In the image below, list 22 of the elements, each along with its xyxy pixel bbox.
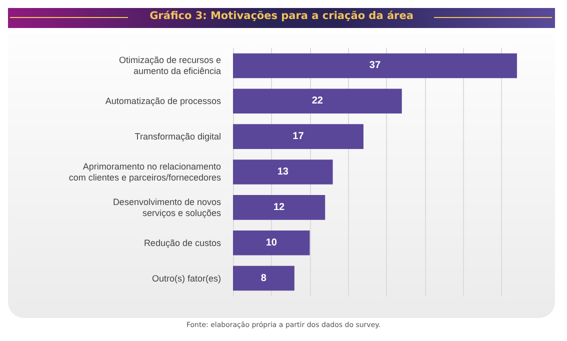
y-tick-label: Desenvolvimento de novos serviços e soluções — [112, 196, 222, 218]
y-tick-label: Transformação digital — [134, 132, 221, 142]
y-tick-label: Redução de custos — [144, 238, 222, 248]
y-tick-label: Otimização de recursos e aumento da eficiência — [118, 55, 221, 76]
y-tick-label: Aprimoramento no relacionamento com clientes e parceiros/fornecedores — [68, 162, 222, 182]
bar — [233, 230, 310, 256]
bar — [233, 124, 364, 149]
chart-title: Gráfico 3: Motivações para a criação da área — [148, 10, 414, 22]
bar — [233, 266, 294, 291]
data-label: 12 — [273, 202, 286, 213]
data-label: 13 — [277, 166, 289, 178]
y-tick-label: Automatização de processos — [105, 96, 222, 106]
data-label: 37 — [369, 60, 381, 72]
data-label: 8 — [260, 272, 267, 284]
data-label: 22 — [312, 96, 324, 107]
y-tick-label: Outro(s) fator(es) — [152, 273, 221, 284]
bar — [233, 195, 326, 220]
bar — [233, 53, 517, 78]
data-label: 17 — [292, 131, 304, 142]
bar — [233, 160, 333, 184]
data-label: 10 — [266, 237, 278, 248]
bar — [233, 88, 402, 114]
